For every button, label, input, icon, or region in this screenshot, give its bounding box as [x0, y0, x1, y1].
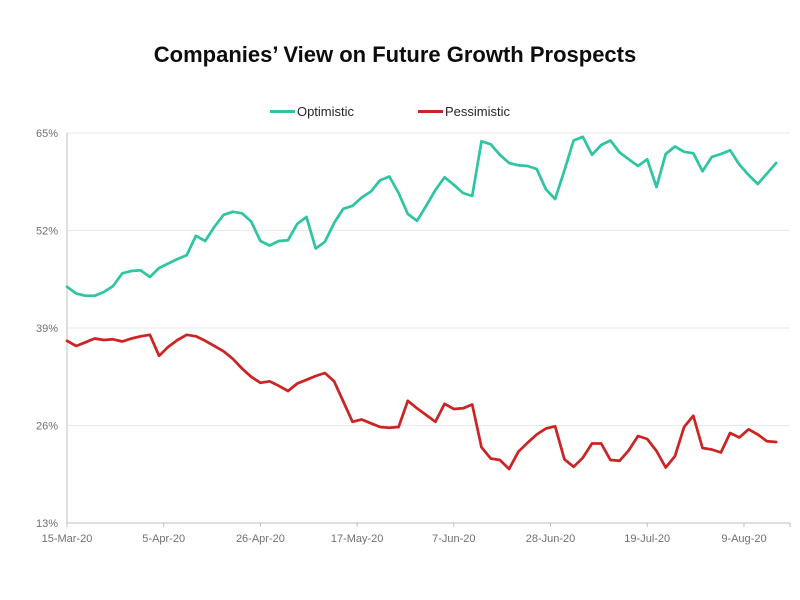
chart-legend: Optimistic Pessimistic	[0, 104, 780, 119]
x-axis-tick-label: 26-Apr-20	[236, 533, 285, 545]
optimistic-line-swatch	[269, 110, 295, 113]
pessimistic-line-swatch	[418, 110, 444, 113]
y-axis-tick-label: 52%	[36, 226, 58, 238]
x-axis-tick-label: 19-Jul-20	[624, 533, 670, 545]
legend-label-optimistic: Optimistic	[296, 104, 355, 119]
y-axis-tick-label: 26%	[36, 421, 58, 433]
legend-item-optimistic: Optimistic	[269, 104, 355, 119]
x-axis-tick-label: 17-May-20	[331, 533, 384, 545]
legend-item-pessimistic: Pessimistic	[418, 104, 510, 119]
x-axis-tick-label: 7-Jun-20	[432, 533, 475, 545]
legend-label-pessimistic: Pessimistic	[445, 104, 511, 119]
x-axis-tick-label: 15-Mar-20	[42, 533, 93, 545]
y-axis-tick-label: 39%	[36, 323, 58, 335]
optimistic-line	[65, 135, 778, 298]
x-axis-tick-label: 5-Apr-20	[142, 533, 185, 545]
y-axis-tick-label: 65%	[36, 128, 58, 140]
x-axis-tick-label: 28-Jun-20	[526, 533, 576, 545]
x-axis-tick-label: 9-Aug-20	[721, 533, 766, 545]
pessimistic-line	[65, 333, 778, 471]
y-axis-tick-label: 13%	[36, 518, 58, 530]
chart-title: Companies’ View on Future Growth Prospec…	[153, 42, 637, 67]
